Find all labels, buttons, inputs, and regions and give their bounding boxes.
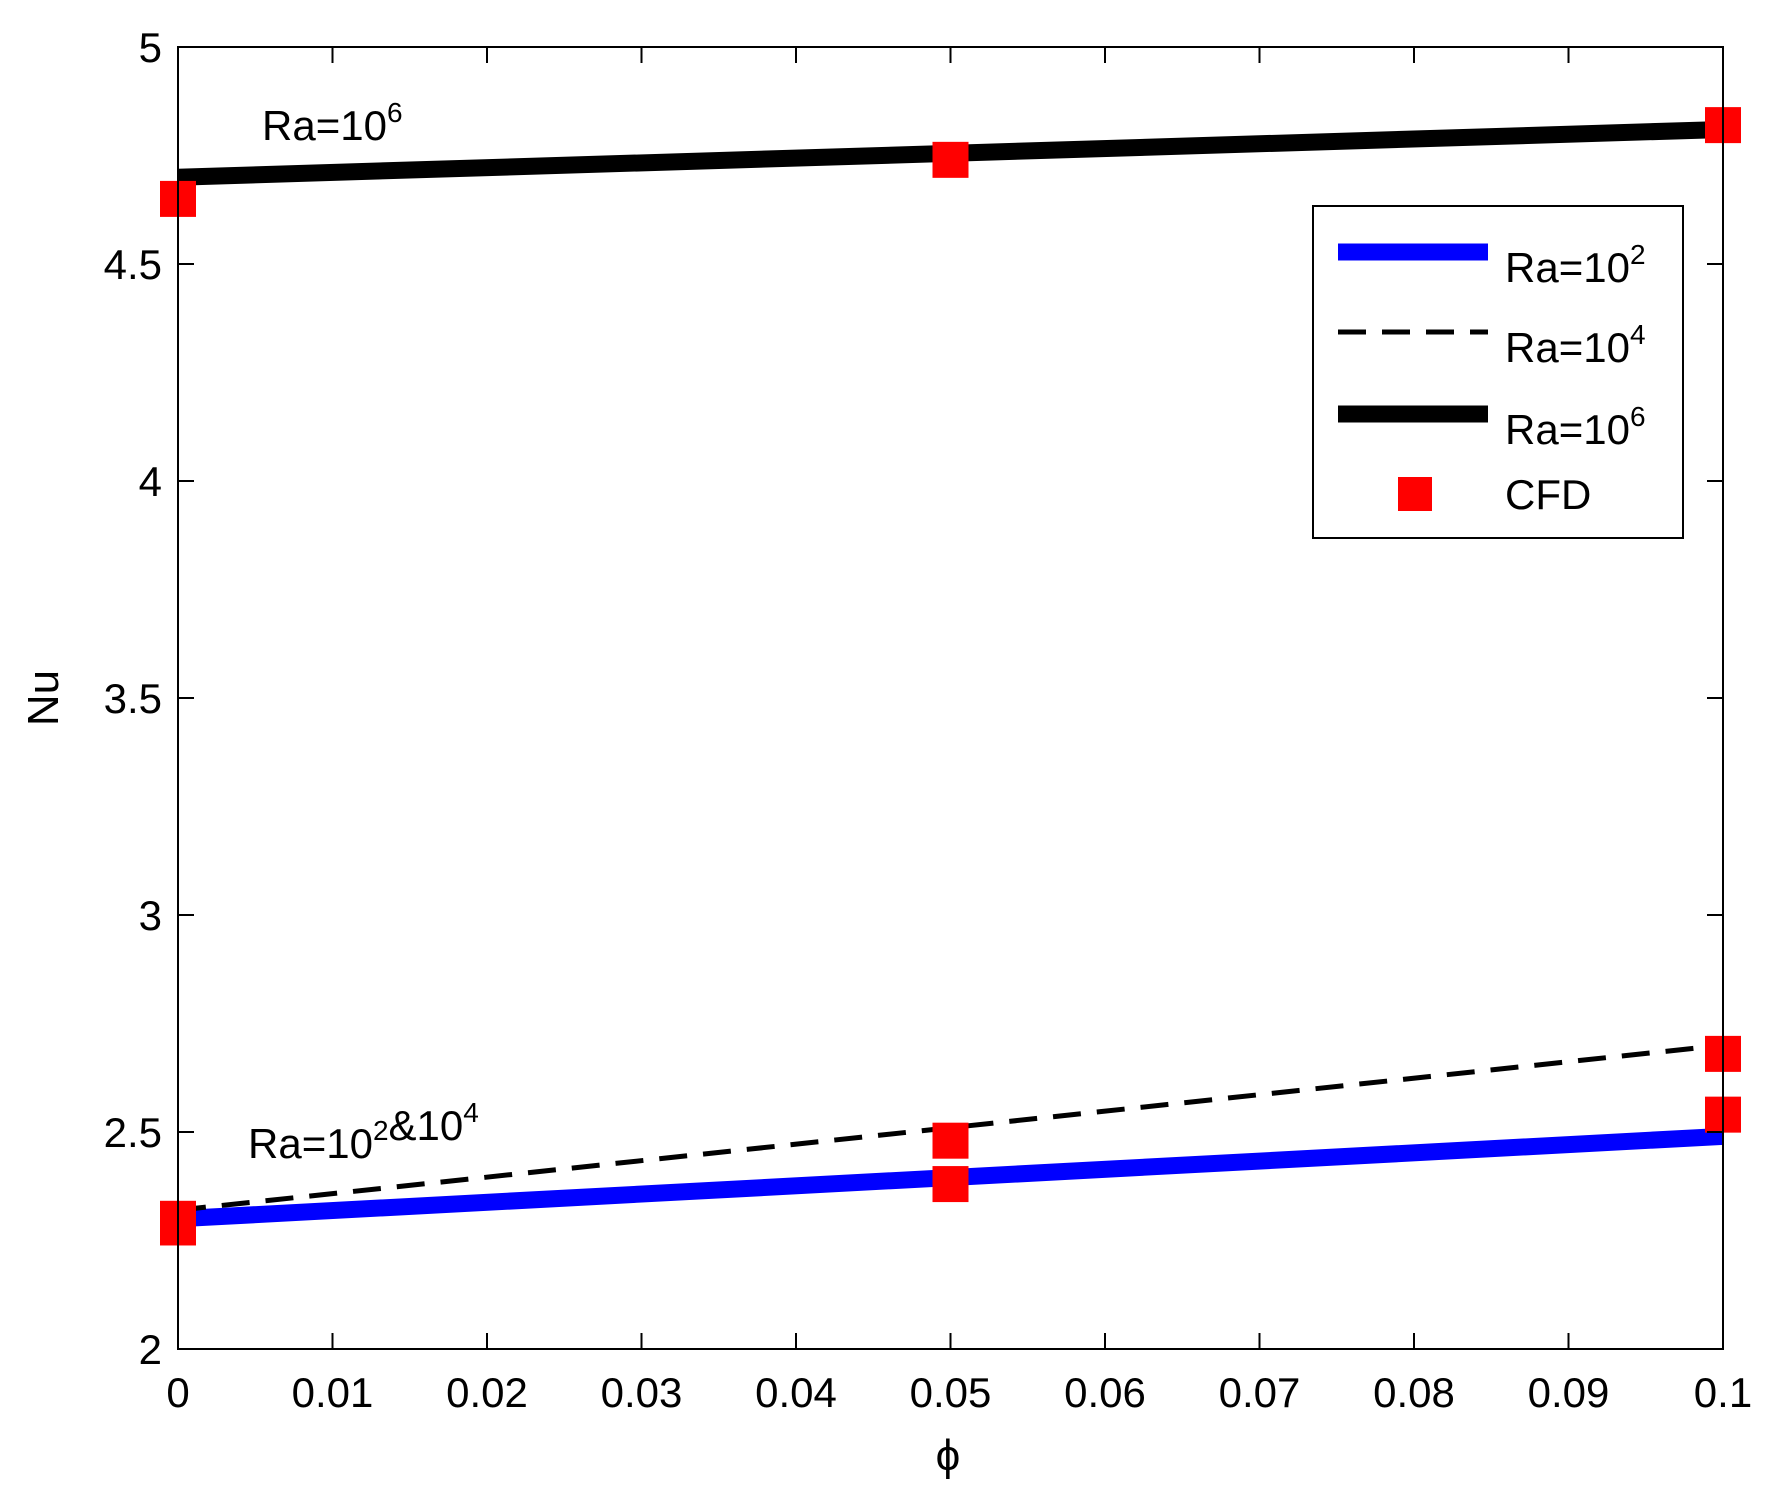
legend-label: CFD	[1505, 471, 1591, 518]
y-axis-label: Nu	[19, 670, 68, 726]
x-tick-label: 0.06	[1064, 1369, 1146, 1416]
x-tick-label: 0.03	[601, 1369, 683, 1416]
x-tick-label: 0.01	[292, 1369, 374, 1416]
annotation-label: Ra=102&104	[248, 1097, 479, 1167]
x-tick-label: 0.1	[1694, 1369, 1752, 1416]
y-tick-label: 2.5	[104, 1109, 162, 1156]
x-tick-label: 0.02	[446, 1369, 528, 1416]
y-tick-label: 2	[139, 1326, 162, 1373]
x-tick-label: 0	[166, 1369, 189, 1416]
legend-label: Ra=102	[1505, 239, 1646, 291]
cfd-marker	[932, 1122, 969, 1159]
legend-label: Ra=106	[1505, 401, 1646, 453]
y-tick-label: 3.5	[104, 675, 162, 722]
x-tick-label: 0.07	[1219, 1369, 1301, 1416]
y-tick-label: 5	[139, 24, 162, 71]
x-tick-label: 0.05	[910, 1369, 992, 1416]
x-tick-label: 0.08	[1373, 1369, 1455, 1416]
y-tick-label: 4.5	[104, 241, 162, 288]
cfd-marker	[932, 1166, 969, 1203]
legend: Ra=102 Ra=104 Ra=106 CFD	[1312, 205, 1684, 539]
annotation-label: Ra=106	[262, 97, 403, 149]
x-axis-label: ϕ	[936, 1431, 961, 1480]
legend-cfd-swatch	[1398, 477, 1432, 511]
legend-box	[1312, 205, 1684, 539]
x-tick-label: 0.04	[755, 1369, 837, 1416]
x-tick-label: 0.09	[1528, 1369, 1610, 1416]
y-tick-label: 4	[139, 458, 162, 505]
legend-label: Ra=104	[1505, 319, 1646, 371]
cfd-marker	[932, 141, 969, 178]
y-tick-label: 3	[139, 892, 162, 939]
series-line-ra-10-4	[177, 1042, 1724, 1213]
